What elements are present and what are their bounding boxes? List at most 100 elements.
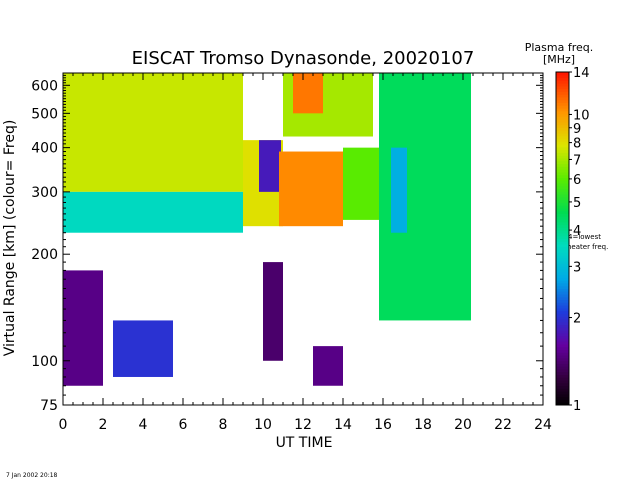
colorbar-swatch: [556, 94, 569, 98]
colorbar-swatch: [556, 294, 569, 298]
colorbar-swatch: [556, 360, 569, 364]
colorbar-swatch: [556, 99, 569, 104]
colorbar-swatch: [556, 274, 569, 278]
colorbar-tick-label: 3: [573, 260, 581, 275]
colorbar-swatch: [556, 374, 569, 378]
colorbar-swatch: [556, 382, 569, 387]
colorbar-swatch: [556, 80, 569, 84]
heatmap-region: [259, 140, 281, 192]
colorbar-tick-label: 7: [573, 153, 581, 168]
colorbar-tick-label: 14: [573, 66, 590, 81]
colorbar-swatch: [556, 232, 569, 237]
colorbar-swatch: [556, 108, 569, 112]
colorbar-swatch: [556, 271, 569, 276]
colorbar-swatch: [556, 210, 569, 215]
colorbar-swatch: [556, 388, 569, 392]
colorbar-swatch: [556, 238, 569, 242]
colorbar-swatch: [556, 282, 569, 287]
colorbar-swatch: [556, 174, 569, 178]
colorbar-swatch: [556, 177, 569, 181]
colorbar-swatch: [556, 163, 569, 167]
colorbar-swatch: [556, 149, 569, 153]
colorbar-swatch: [556, 307, 569, 312]
colorbar-swatch: [556, 110, 569, 115]
colorbar-swatch: [556, 88, 569, 92]
colorbar-swatch: [556, 310, 569, 314]
colorbar-swatch: [556, 133, 569, 137]
colorbar-swatch: [556, 366, 569, 370]
y-tick-label: 500: [31, 106, 58, 122]
colorbar-swatch: [556, 335, 569, 339]
colorbar-swatch: [556, 260, 569, 264]
colorbar-swatch: [556, 324, 569, 328]
axes: 0 2 4 6 8 10 12 14 16 18 20 22 247510020030040050060…: [31, 72, 552, 433]
colorbar-tick-label: 6: [573, 173, 581, 188]
colorbar-swatch: [556, 124, 569, 128]
colorbar-tick-label: 1: [573, 399, 581, 414]
colorbar-tick-label: 5: [573, 196, 581, 211]
colorbar-swatch: [556, 241, 569, 245]
y-tick-label: 100: [31, 354, 58, 370]
colorbar-swatch: [556, 280, 569, 284]
colorbar-frame: [555, 71, 570, 406]
colorbar-swatch: [556, 252, 569, 256]
colorbar-swatch: [556, 91, 569, 95]
colorbar-swatch: [556, 343, 569, 348]
y-tick-label: 600: [31, 78, 58, 94]
colorbar-swatch: [556, 299, 569, 303]
colorbar-swatch: [556, 169, 569, 173]
heatmap-region: [313, 346, 343, 386]
x-tick-label: 20: [454, 417, 472, 433]
colorbar-swatch: [556, 291, 569, 295]
colorbar-swatch: [556, 96, 569, 101]
colorbar-swatch: [556, 152, 569, 156]
colorbar-swatch: [556, 155, 569, 159]
colorbar-swatch: [556, 188, 569, 192]
colorbar-swatch: [556, 127, 569, 131]
colorbar-swatch: [556, 305, 569, 309]
colorbar-swatch: [556, 316, 569, 320]
colorbar-swatch: [556, 288, 569, 292]
colorbar-swatch: [556, 318, 569, 323]
heatmap-region: [63, 191, 243, 233]
x-tick-label: 12: [294, 417, 312, 433]
colorbar-tick-label: 2: [573, 312, 581, 327]
x-axis-label: UT TIME: [276, 435, 333, 451]
colorbar-swatch: [556, 102, 569, 106]
x-tick-label: 18: [414, 417, 432, 433]
colorbar-swatch: [556, 119, 569, 123]
colorbar-swatch: [556, 219, 569, 223]
colorbar-tick-label: 8: [573, 137, 581, 152]
colorbar-swatch: [556, 105, 569, 109]
x-tick-label: 6: [179, 417, 188, 433]
heatmap-region: [279, 151, 343, 227]
colorbar-swatch: [556, 393, 569, 398]
colorbar-swatch: [556, 72, 569, 76]
colorbar-swatch: [556, 116, 569, 120]
colorbar-swatch: [556, 85, 569, 90]
colorbar-swatch: [556, 135, 569, 140]
labels: EISCAT Tromso Dynasonde, 20020107 UT TIM…: [2, 41, 608, 479]
colorbar-swatch: [556, 216, 569, 220]
colorbar-swatch: [556, 377, 569, 381]
colorbar-swatch: [556, 246, 569, 251]
colorbar-swatch: [556, 263, 569, 267]
colorbar-swatch: [556, 285, 569, 289]
x-tick-label: 22: [494, 417, 512, 433]
colorbar-tick-label: 4: [573, 224, 581, 239]
colorbar-swatch: [556, 363, 569, 367]
heatmap-region: [113, 320, 173, 377]
y-axis-label: Virtual Range [km] (colour= Freq): [2, 120, 18, 357]
colorbar-swatch: [556, 352, 569, 356]
colorbar-swatch: [556, 235, 569, 239]
colorbar-swatch: [556, 355, 569, 359]
colorbar-swatch: [556, 180, 569, 184]
colorbar-swatch: [556, 255, 569, 259]
colorbar-tick-label: 10: [573, 108, 590, 123]
colorbar-swatch: [556, 160, 569, 165]
colorbar-swatch: [556, 138, 569, 142]
colorbar-swatch: [556, 121, 569, 126]
colorbar-swatch: [556, 357, 569, 362]
x-tick-label: 16: [374, 417, 392, 433]
colorbar-swatch: [556, 227, 569, 231]
